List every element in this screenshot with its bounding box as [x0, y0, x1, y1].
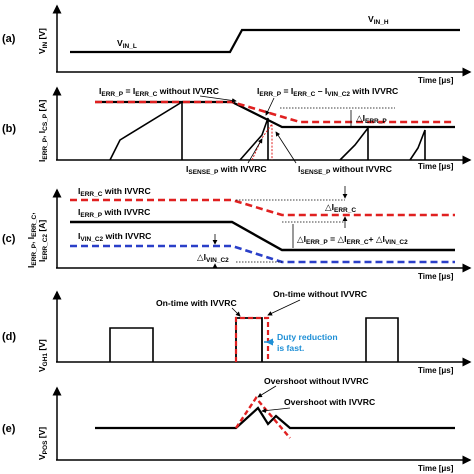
panel-e-time-label: Time [μs]: [418, 464, 454, 473]
panel-b-eq-without: IERR_P = IERR_C without IVVRC: [99, 86, 219, 98]
panel-d-ontime-with-pointer: [231, 307, 241, 317]
panel-d-time-label: Time [μs]: [418, 366, 454, 375]
panel-e-overshoot-with-label: Overshoot with IVVRC: [284, 397, 375, 407]
panel-d-duty-note-line2: is fast.: [277, 343, 304, 353]
panel-c-label-vin: IVIN_C2 with IVVRC: [78, 231, 151, 243]
panel-c-delta-errc-label: △IERR_C: [325, 202, 356, 214]
panel-c: (c) IERR_P, IERR_C, IERR_C2 [A] △IERR_C …: [2, 186, 472, 281]
panel-c-time-label: Time [μs]: [418, 272, 454, 281]
panel-a-vin-trace: [70, 28, 460, 54]
panel-b-ierr-p-without-ivvrc: [95, 100, 455, 124]
panel-d-pulse-1: [109, 327, 154, 362]
panel-e-ylabel: VPOS [V]: [37, 427, 49, 460]
panel-e-vpos-with: [95, 406, 455, 430]
panel-e-tag: (e): [2, 423, 16, 435]
panel-c-ylabel-line2: IERR_C2 [A]: [37, 220, 49, 262]
panel-d-ontime-with-label: On-time with IVVRC: [156, 298, 237, 308]
panel-d-ylabel: VGH1 [V]: [37, 339, 49, 372]
panel-d-pulse-3: [365, 317, 399, 362]
panel-c-ierr-c-trace: [70, 198, 455, 217]
panel-e-overshoot-without-label: Overshoot without IVVRC: [264, 376, 369, 386]
panel-d-ontime-without-label: On-time without IVVRC: [273, 289, 367, 299]
panel-b-sense-ramp-3: [339, 125, 369, 161]
panel-c-label-errc: IERR_C with IVVRC: [78, 186, 151, 198]
panel-e-overshoot-without-pointer: [257, 385, 277, 398]
panel-a-tag: (a): [2, 33, 16, 45]
panel-c-ierr-p-trace: [70, 220, 455, 252]
panel-b-sense-without-pointer: [275, 131, 297, 164]
panel-d-ontime-without-pointer: [267, 299, 301, 316]
panel-b: (b) IERR_P, ICS_P [A] △IERR_P IERR_P = I…: [2, 86, 472, 176]
panel-b-sense-ramp-2-without: [251, 122, 273, 161]
panel-a-vin-low-label: VIN_L: [117, 38, 137, 50]
panel-c-ylabel-line1: IERR_P, IERR_C,: [26, 212, 38, 268]
panel-d: (d) VGH1 [V] On-time with IVVRC On-time …: [2, 289, 472, 375]
panel-b-eq-with: IERR_P = IERR_C – IVIN_C2 with IVVRC: [257, 86, 398, 98]
panel-b-eq-with-pointer: [265, 97, 275, 116]
panel-d-pulse-2-without: [234, 316, 270, 362]
panel-b-sense-with-label: ISENSE_P with IVVRC: [186, 164, 267, 176]
panel-a: (a) VIN [V] VIN_L VIN_H Time [μs]: [2, 4, 472, 85]
panel-c-tag: (c): [2, 233, 16, 245]
panel-b-sense-with-pointer: [247, 138, 263, 164]
panel-a-time-label: Time [μs]: [418, 76, 454, 85]
panel-b-sense-ramp-1: [109, 100, 183, 161]
panel-c-equation: △IERR_P = △IERR_C+ △IVIN_C2: [297, 234, 408, 246]
panel-b-sense-ramp-4: [409, 129, 426, 161]
panel-c-delta-vin-label: △IVIN_C2: [197, 252, 229, 264]
panel-c-label-errp: IERR_P with IVVRC: [78, 207, 150, 219]
panel-b-sense-ramp-2: [239, 117, 269, 161]
panel-a-vin-high-label: VIN_H: [368, 14, 389, 26]
panel-b-delta-label: △IERR_P: [356, 113, 387, 125]
panel-d-pulse-2-with: [235, 317, 263, 362]
panel-c-ivin-c2-trace: [70, 244, 455, 264]
panel-d-duty-note-line1: Duty reduction: [277, 332, 338, 342]
panel-d-tag: (d): [2, 331, 16, 343]
panel-e-overshoot-with-pointer: [261, 407, 291, 413]
panel-b-tag: (b): [2, 123, 16, 135]
panel-b-sense-without-label: ISENSE_P without IVVRC: [298, 164, 392, 176]
panel-a-ylabel: VIN [V]: [37, 28, 49, 54]
panel-b-time-label: Time [μs]: [418, 162, 454, 171]
panel-e-vpos-without: [235, 396, 291, 439]
panel-b-eq-without-pointer: [199, 95, 237, 103]
panel-e: (e) VPOS [V] Overshoot without IVVRC Ove…: [2, 376, 472, 473]
panel-b-ylabel: IERR_P, ICS_P [A]: [37, 100, 49, 162]
